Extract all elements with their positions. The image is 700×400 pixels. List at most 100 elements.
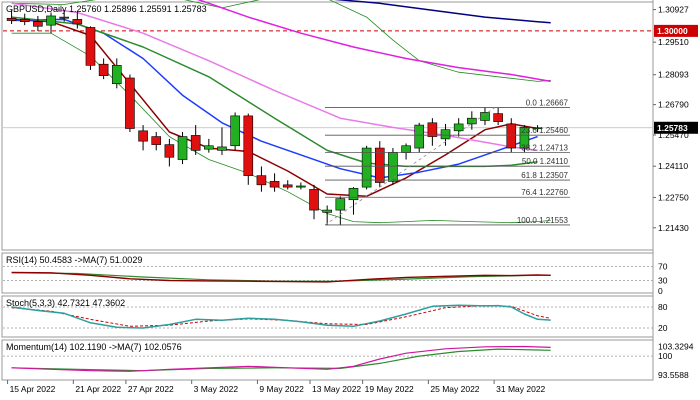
stoch-tick-label: 80 xyxy=(658,302,668,312)
candle-body xyxy=(151,136,162,145)
candle-body xyxy=(506,123,517,149)
stoch-k-line xyxy=(11,304,551,329)
price-tick-label: 1.26790 xyxy=(658,100,689,110)
momentum-tick-label: 103.3294 xyxy=(658,341,694,351)
candle-body xyxy=(282,184,293,188)
candle-body xyxy=(164,144,175,158)
candle xyxy=(33,15,43,31)
candle xyxy=(361,145,372,190)
candle xyxy=(532,125,543,133)
fib-level-label: 76.4 1.22760 xyxy=(521,188,568,197)
candle-body xyxy=(230,115,240,147)
candle xyxy=(256,166,267,192)
candle-body xyxy=(85,27,96,66)
price-axis: 1.30927 1.29510 1.28093 1.26790 1.25470 1.241… xyxy=(653,5,698,233)
price-tick-label: 1.28093 xyxy=(658,70,689,80)
candle xyxy=(177,131,188,165)
stochastic-lines: 80 20 xyxy=(3,302,668,333)
level-1-30-tag-bg xyxy=(654,24,698,37)
candle xyxy=(151,131,162,151)
candle-body xyxy=(453,123,464,132)
candle-body xyxy=(414,124,425,149)
candle-body xyxy=(125,77,135,129)
candle xyxy=(493,107,503,126)
momentum-tick-label: 93.5588 xyxy=(658,370,689,380)
main-title: GBPUSD,Daily 1.25760 1.25896 1.25591 1.2… xyxy=(6,4,207,14)
candle xyxy=(519,125,530,153)
candle xyxy=(322,205,332,226)
candle-body xyxy=(138,130,148,142)
current-price-tag-bg xyxy=(654,121,698,134)
candle xyxy=(190,125,201,155)
candle xyxy=(217,127,227,155)
candle-body xyxy=(190,135,201,151)
candle xyxy=(335,196,346,226)
candle-body xyxy=(480,112,490,121)
candle-body xyxy=(467,117,477,125)
candle-body xyxy=(243,115,254,176)
candle-body xyxy=(532,127,543,130)
fib-level-label: 61.8 1.23507 xyxy=(521,171,568,180)
ma-navy-line xyxy=(333,0,551,24)
candles xyxy=(6,10,543,226)
candle-body xyxy=(72,19,83,25)
candle xyxy=(348,187,359,215)
rsi-tick-label: 0 xyxy=(658,286,663,296)
momentum-title: Momentum(14) 102.1190 ->MA(7) 102.0576 xyxy=(6,342,182,352)
candle xyxy=(374,141,385,188)
fib-level-label: 100.0 1.21553 xyxy=(517,216,569,225)
candle-body xyxy=(19,19,30,22)
candle-body xyxy=(256,175,267,186)
candle-body xyxy=(427,122,438,137)
date-tick-label: 15 Apr 2022 xyxy=(10,384,56,394)
candle-body xyxy=(493,113,503,122)
candle xyxy=(414,122,425,153)
rsi-tick-label: 70 xyxy=(658,262,668,272)
candle-body xyxy=(59,16,69,19)
current-price-tag-label: 1.25783 xyxy=(657,123,688,133)
fib-trend-line xyxy=(324,107,496,226)
fibonacci-levels: 0.0 1.26667 23.6 1.25460 38.2 1.24713 50.0 … xyxy=(324,98,570,226)
rsi-line xyxy=(11,271,551,283)
candle-body xyxy=(111,65,122,85)
ma-pink-line xyxy=(11,2,538,152)
candle xyxy=(453,118,464,137)
candle xyxy=(111,58,122,89)
price-tick-label: 1.24110 xyxy=(658,161,688,171)
date-tick-label: 19 May 2022 xyxy=(365,384,414,394)
date-axis: 15 Apr 2022 21 Apr 2022 27 Apr 2022 3 May 2… xyxy=(7,380,546,394)
candle-body xyxy=(374,147,385,183)
price-tick-label: 1.29510 xyxy=(658,37,689,47)
candle xyxy=(46,12,56,34)
candle-body xyxy=(401,145,411,153)
level-1-30-tag-label: 1.30000 xyxy=(657,26,688,36)
price-tick-label: 1.25470 xyxy=(658,130,689,140)
candle xyxy=(59,10,69,22)
candle xyxy=(309,184,319,220)
fib-level-label: 23.6 1.25460 xyxy=(521,126,568,135)
candle xyxy=(6,10,17,24)
candle-body xyxy=(217,146,227,151)
candle xyxy=(125,74,135,132)
momentum-tick-label: 100 xyxy=(658,351,672,361)
candle-body xyxy=(269,181,280,188)
main-horizontal-levels xyxy=(3,30,653,129)
candle-body xyxy=(6,17,17,21)
date-tick-label: 21 Apr 2022 xyxy=(75,384,121,394)
moving-averages xyxy=(11,0,551,198)
candle-body xyxy=(388,152,398,182)
candle-body xyxy=(309,189,319,211)
date-tick-label: 27 Apr 2022 xyxy=(128,384,174,394)
candle-body xyxy=(348,187,359,201)
candle xyxy=(138,125,148,151)
date-tick-label: 25 May 2022 xyxy=(430,384,479,394)
momentum-ma-line xyxy=(11,348,551,372)
candle-body xyxy=(322,209,332,213)
fib-level-label: 0.0 1.26667 xyxy=(526,98,569,107)
candle-body xyxy=(46,15,56,26)
candle xyxy=(204,138,214,153)
rsi-title: RSI(14) 50.4583 ->MA(7) 51.0029 xyxy=(6,255,142,265)
candle xyxy=(85,26,96,70)
stoch-tick-label: 20 xyxy=(658,323,668,333)
